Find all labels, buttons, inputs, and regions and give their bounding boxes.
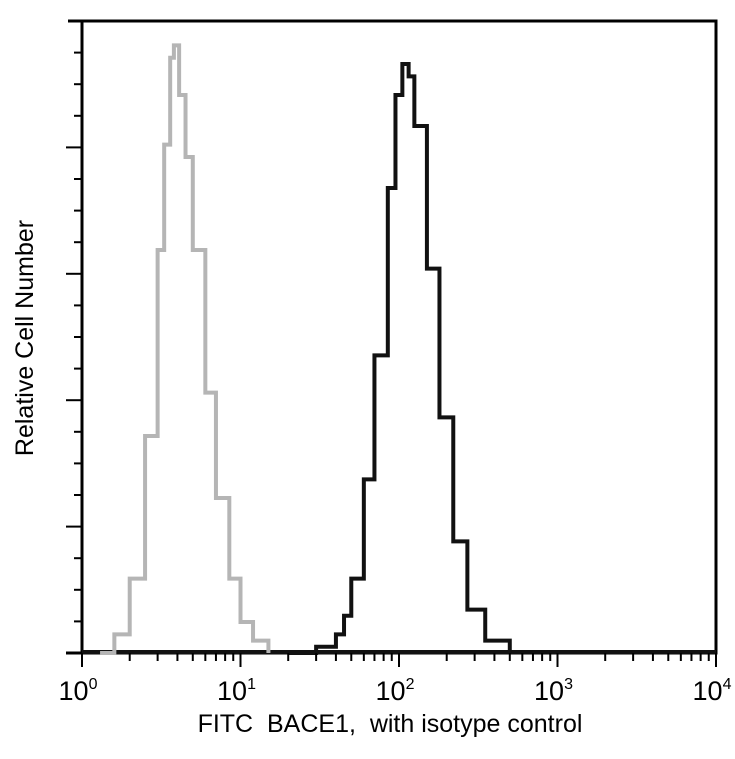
x-tick-label: 100 [59,676,98,706]
series-layer [82,43,716,655]
x-tick-label: 102 [376,676,415,706]
bace1-histogram [288,62,512,655]
y-axis-ticks [66,51,82,623]
plot-border [80,19,718,655]
x-axis-title: FITC BACE1, with isotype control [198,710,583,738]
x-tick-label: 104 [693,676,732,706]
x-axis-ticks [81,653,717,667]
y-axis-title: Relative Cell Number [11,220,39,456]
plot-frame [66,19,718,655]
isotype-control-histogram [100,43,271,655]
x-tick-label: 101 [217,676,256,706]
x-tick-labels: 100 101 102 103 104 [59,676,732,706]
x-tick-label: 103 [534,676,573,706]
